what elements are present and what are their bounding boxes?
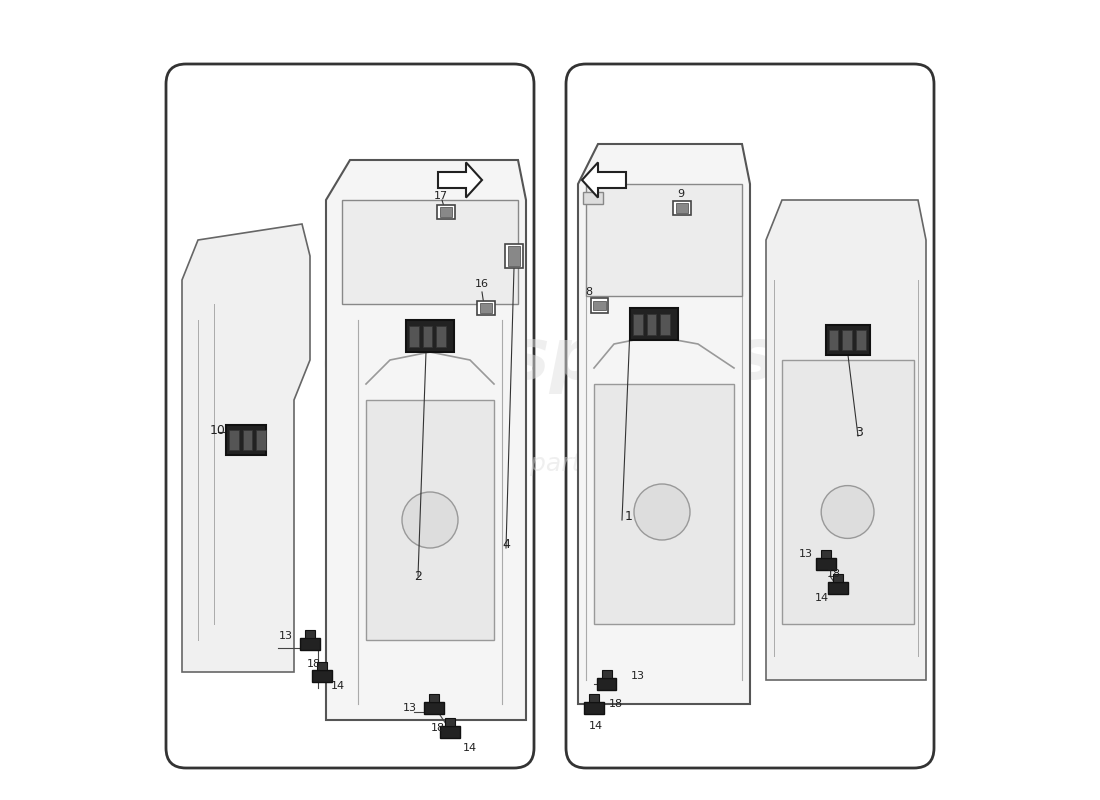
Bar — [634, 314, 642, 335]
Bar — [317, 662, 327, 670]
Text: 17: 17 — [434, 191, 449, 201]
Polygon shape — [782, 360, 914, 624]
Text: 2: 2 — [414, 570, 422, 582]
Bar — [828, 330, 838, 350]
Text: 9: 9 — [678, 189, 685, 198]
Bar — [602, 670, 612, 678]
Bar — [816, 558, 836, 570]
Circle shape — [402, 492, 458, 548]
Bar — [229, 430, 239, 450]
Bar — [305, 630, 315, 638]
Circle shape — [822, 486, 875, 538]
Bar — [406, 320, 454, 352]
Text: 13: 13 — [631, 671, 645, 681]
Bar — [505, 244, 522, 268]
Bar — [826, 325, 870, 355]
Text: 18: 18 — [307, 659, 321, 669]
Text: 14: 14 — [815, 594, 829, 603]
Bar — [440, 207, 452, 217]
Bar — [833, 574, 843, 582]
Bar — [593, 301, 606, 310]
Bar — [243, 430, 252, 450]
Text: 4: 4 — [502, 538, 510, 550]
Text: 13: 13 — [403, 703, 417, 713]
Polygon shape — [366, 400, 494, 640]
Text: 18: 18 — [431, 723, 446, 733]
Polygon shape — [586, 184, 743, 296]
Text: 10: 10 — [210, 424, 225, 437]
Bar — [256, 430, 266, 450]
Bar — [673, 201, 691, 215]
Circle shape — [634, 484, 690, 540]
Text: 18: 18 — [608, 699, 623, 709]
Bar — [828, 582, 848, 594]
Text: 18: 18 — [827, 569, 842, 578]
Bar — [856, 330, 866, 350]
Bar — [477, 301, 495, 315]
Polygon shape — [182, 224, 310, 672]
Text: eurospares: eurospares — [321, 326, 779, 394]
Bar — [437, 326, 446, 347]
Bar — [422, 326, 432, 347]
Bar — [843, 330, 852, 350]
Bar — [409, 326, 419, 347]
Bar — [630, 308, 678, 340]
Text: 13: 13 — [279, 631, 293, 641]
Bar — [584, 702, 604, 714]
Bar — [647, 314, 657, 335]
Polygon shape — [326, 160, 526, 720]
Bar — [226, 425, 266, 455]
Text: 8: 8 — [585, 287, 593, 297]
Bar — [660, 314, 670, 335]
Bar — [591, 298, 608, 313]
Bar — [597, 678, 616, 690]
Bar — [425, 702, 443, 714]
Text: 3: 3 — [855, 426, 862, 438]
Bar — [675, 203, 689, 213]
Polygon shape — [438, 162, 482, 198]
Bar — [446, 718, 454, 726]
Text: 14: 14 — [588, 722, 603, 731]
Text: 1: 1 — [625, 510, 632, 522]
Polygon shape — [578, 144, 750, 704]
Bar — [480, 303, 493, 313]
Bar — [583, 192, 603, 204]
Polygon shape — [582, 162, 626, 198]
Text: 13: 13 — [799, 549, 813, 558]
Bar — [822, 550, 830, 558]
Bar — [300, 638, 320, 650]
Polygon shape — [342, 200, 518, 304]
Polygon shape — [766, 200, 926, 680]
Text: 14: 14 — [331, 681, 345, 690]
Bar — [440, 726, 460, 738]
Bar — [429, 694, 439, 702]
Polygon shape — [594, 384, 734, 624]
Bar — [590, 694, 598, 702]
Bar — [437, 205, 454, 219]
Text: 16: 16 — [475, 279, 490, 289]
Text: 14: 14 — [463, 743, 477, 753]
Text: a passion for parts since 1985: a passion for parts since 1985 — [361, 452, 739, 476]
Bar — [507, 246, 520, 266]
Bar — [312, 670, 331, 682]
